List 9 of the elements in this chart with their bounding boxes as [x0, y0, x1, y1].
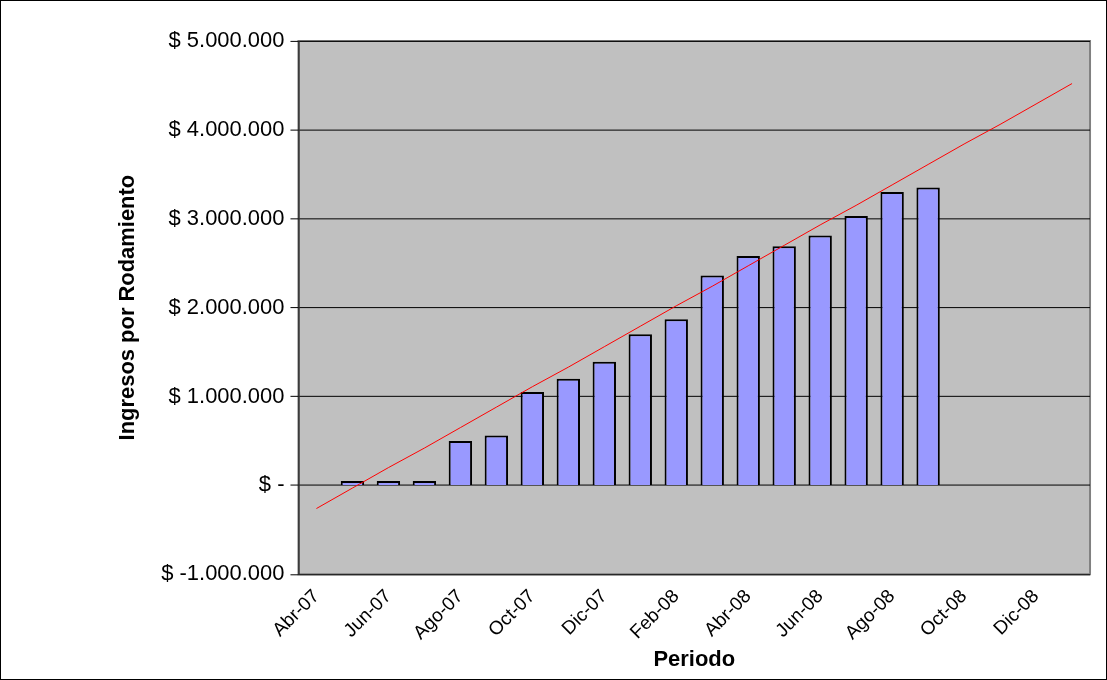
y-axis-title: Ingresos por Rodamiento [114, 174, 140, 441]
y-tick-label: $ 1.000.000 [168, 382, 285, 408]
x-axis-title: Periodo [653, 645, 736, 671]
y-tick-label: $ 4.000.000 [168, 115, 285, 141]
y-tick-label: $ 5.000.000 [168, 26, 285, 52]
y-tick-label: $ 2.000.000 [168, 293, 285, 319]
y-tick-label: $ - [258, 471, 285, 497]
y-tick-label: $ 3.000.000 [168, 204, 285, 230]
y-tick-label: $ -1.000.000 [161, 560, 285, 586]
